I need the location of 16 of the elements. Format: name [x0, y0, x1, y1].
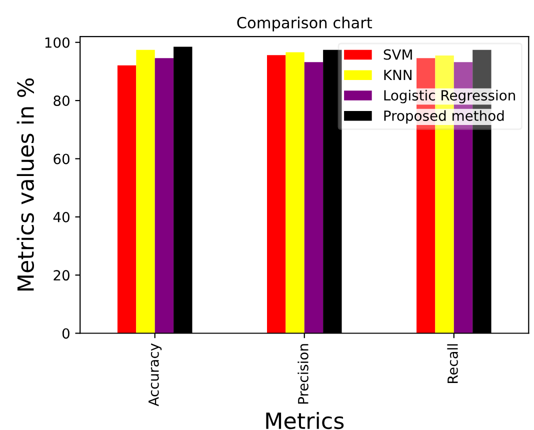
legend-label: Logistic Regression — [384, 90, 515, 104]
x-tick-label: Precision — [298, 344, 308, 404]
y-axis-title: Metrics values in % — [16, 78, 34, 290]
x-axis-title: Metrics — [266, 412, 344, 430]
y-tick-label: 100 — [45, 37, 70, 48]
x-tick-label: Recall — [447, 344, 458, 384]
y-tick-label: 20 — [54, 270, 70, 281]
legend-label: Proposed method — [384, 110, 504, 124]
legend-label: KNN — [384, 70, 412, 80]
y-tick-label: 80 — [54, 96, 70, 106]
y-tick-label: 60 — [54, 154, 70, 164]
legend-label: SVM — [384, 49, 412, 60]
chart-title: Comparison chart — [237, 16, 372, 32]
y-tick-label: 0 — [62, 328, 70, 339]
x-tick-label: Accuracy — [148, 343, 162, 406]
y-tick-label: 40 — [53, 212, 70, 222]
